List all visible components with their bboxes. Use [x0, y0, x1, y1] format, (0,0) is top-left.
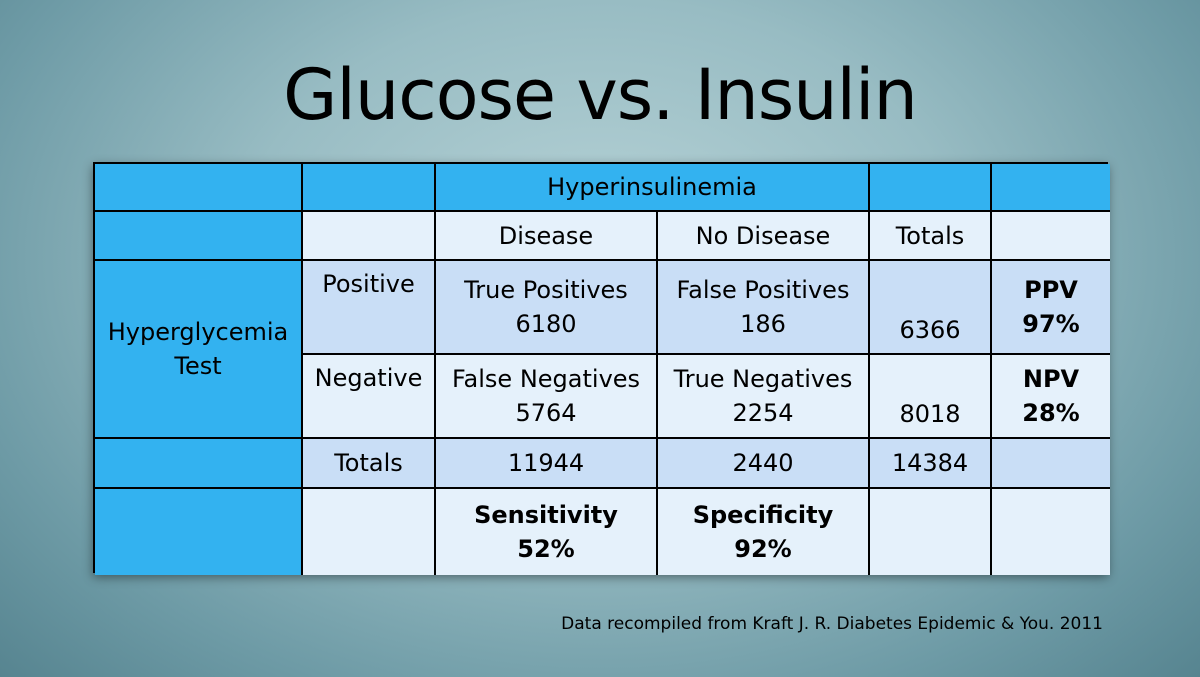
npv-label: NPV — [1022, 365, 1080, 393]
cell-sensitivity: Sensitivity 52% — [436, 489, 658, 575]
fn-label: False Negatives — [451, 365, 641, 393]
row2-empty-ratio — [992, 212, 1110, 261]
tn-value: 2254 — [732, 399, 794, 427]
col-header-no-disease: No Disease — [658, 212, 870, 261]
slide-title: Glucose vs. Insulin — [283, 54, 918, 136]
sensitivity-value: 52% — [517, 535, 575, 563]
sensitivity-label: Sensitivity — [474, 501, 618, 529]
neg-total: 8018 — [899, 400, 961, 428]
fp-label: False Positives — [676, 276, 850, 304]
row6-empty-cell — [303, 489, 436, 575]
row2-blue-cell — [95, 212, 303, 261]
col-header-disease: Disease — [436, 212, 658, 261]
cell-false-positives: False Positives 186 — [658, 261, 870, 355]
col-header-totals: Totals — [870, 212, 992, 261]
npv-value: 28% — [1022, 399, 1080, 427]
row6-empty-totals — [870, 489, 992, 575]
specificity-label: Specificity — [692, 501, 834, 529]
cell-true-positives: True Positives 6180 — [436, 261, 658, 355]
row6-empty-ratio — [992, 489, 1110, 575]
row5-blue-cell — [95, 439, 303, 489]
tn-label: True Negatives — [673, 365, 853, 393]
cell-false-negatives: False Negatives 5764 — [436, 355, 658, 439]
row2-empty-cell — [303, 212, 436, 261]
pos-total: 6366 — [899, 316, 961, 344]
row6-blue-cell — [95, 489, 303, 575]
cell-negative-total: 8018 — [870, 355, 992, 439]
header-corner-cell — [95, 164, 303, 212]
hyperinsulinemia-header: Hyperinsulinemia — [436, 164, 870, 212]
cell-true-negatives: True Negatives 2254 — [658, 355, 870, 439]
cell-disease-total: 11944 — [436, 439, 658, 489]
row-label-negative: Negative — [303, 355, 436, 439]
row5-empty-ratio — [992, 439, 1110, 489]
contingency-table: Hyperinsulinemia Disease No Disease Tota… — [93, 162, 1110, 575]
row-label-positive: Positive — [303, 261, 436, 355]
row-label-totals: Totals — [303, 439, 436, 489]
cell-ppv: PPV 97% — [992, 261, 1110, 355]
row-group-line1: Hyperglycemia — [107, 318, 289, 346]
ppv-value: 97% — [1022, 310, 1080, 338]
cell-no-disease-total: 2440 — [658, 439, 870, 489]
row-group-hyperglycemia-test: Hyperglycemia Test — [95, 261, 303, 439]
specificity-value: 92% — [734, 535, 792, 563]
cell-grand-total: 14384 — [870, 439, 992, 489]
cell-npv: NPV 28% — [992, 355, 1110, 439]
header-empty-ratio — [992, 164, 1110, 212]
fn-value: 5764 — [515, 399, 577, 427]
source-footnote: Data recompiled from Kraft J. R. Diabete… — [561, 614, 1103, 634]
header-corner-cell-2 — [303, 164, 436, 212]
header-empty-totals — [870, 164, 992, 212]
tp-label: True Positives — [464, 276, 628, 304]
cell-positive-total: 6366 — [870, 261, 992, 355]
tp-value: 6180 — [515, 310, 577, 338]
ppv-label: PPV — [1024, 276, 1078, 304]
cell-specificity: Specificity 92% — [658, 489, 870, 575]
fp-value: 186 — [740, 310, 786, 338]
row-group-line2: Test — [174, 352, 222, 380]
